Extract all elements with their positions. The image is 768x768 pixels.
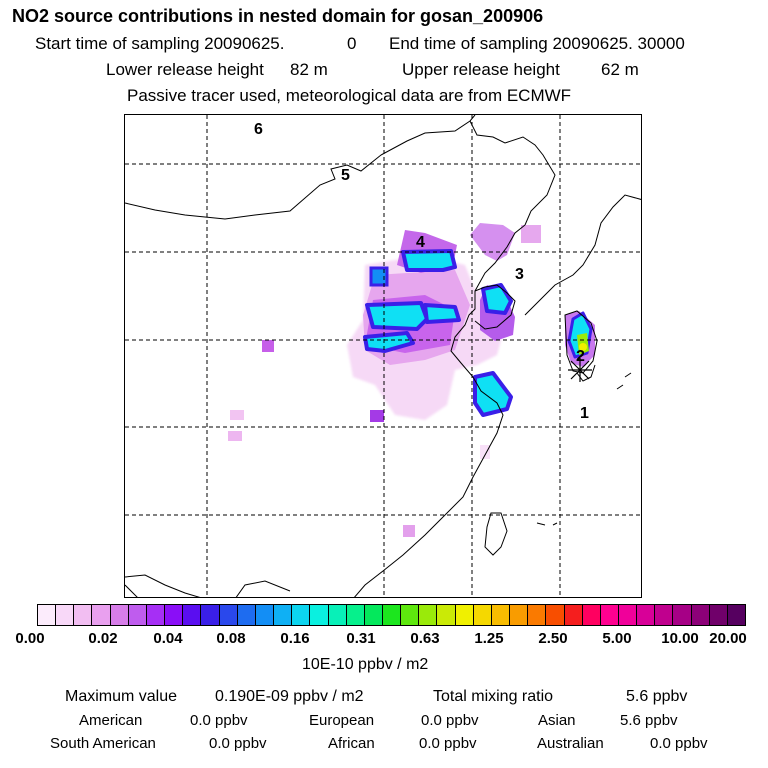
- colorbar-swatch: [491, 605, 511, 625]
- colorbar-tick: 0.63: [410, 630, 440, 647]
- concentration-field: [228, 223, 595, 537]
- colorbar-swatch: [655, 605, 674, 625]
- african-label: African: [328, 735, 375, 752]
- colorbar: [37, 604, 746, 626]
- colorbar-swatch: [74, 605, 93, 625]
- colorbar-swatch: [709, 605, 728, 625]
- colorbar-swatch: [165, 605, 184, 625]
- colorbar-tick: 0.16: [280, 630, 310, 647]
- total-mixing-value: 5.6 ppbv: [626, 688, 688, 705]
- colorbar-swatch: [274, 605, 293, 625]
- colorbar-swatch: [92, 605, 111, 625]
- colorbar-swatch: [600, 605, 619, 625]
- european-value: 0.0 ppbv: [421, 712, 479, 729]
- colorbar-swatch: [473, 605, 492, 625]
- colorbar-swatch: [528, 605, 547, 625]
- map-panel: 1 2 3 4 5 6: [124, 114, 642, 598]
- colorbar-swatch: [219, 605, 238, 625]
- colorbar-swatch: [310, 605, 329, 625]
- colorbar-swatch: [183, 605, 202, 625]
- colorbar-swatch: [437, 605, 456, 625]
- colorbar-swatch: [455, 605, 474, 625]
- region-label-6: 6: [254, 121, 263, 138]
- colorbar-tick: 0.02: [88, 630, 118, 647]
- colorbar-tick: 1.25: [474, 630, 504, 647]
- receptor-asterisk-icon: [568, 358, 592, 382]
- asian-value: 5.6 ppbv: [620, 712, 678, 729]
- region-label-1: 1: [580, 405, 589, 422]
- grid-lines: [125, 115, 641, 597]
- colorbar-swatch: [727, 605, 746, 625]
- colorbar-tick: 10.00: [661, 630, 699, 647]
- colorbar-swatch: [401, 605, 420, 625]
- end-time-label: End time of sampling 20090625. 30000: [389, 34, 685, 53]
- colorbar-swatch: [364, 605, 383, 625]
- colorbar-swatch: [546, 605, 565, 625]
- colorbar-swatch: [237, 605, 256, 625]
- tracer-note: Passive tracer used, meteorological data…: [127, 86, 572, 105]
- colorbar-tick: 20.00: [709, 630, 747, 647]
- australian-value: 0.0 ppbv: [650, 735, 708, 752]
- colorbar-swatch: [255, 605, 275, 625]
- colorbar-swatch: [691, 605, 710, 625]
- max-value: 0.190E-09 ppbv / m2: [215, 688, 364, 705]
- colorbar-swatch: [673, 605, 692, 625]
- colorbar-tick: 0.08: [216, 630, 246, 647]
- start-time-hour: 0: [347, 34, 357, 53]
- colorbar-tick: 0.00: [15, 630, 45, 647]
- colorbar-swatch: [419, 605, 438, 625]
- region-label-2: 2: [576, 348, 585, 365]
- colorbar-swatch: [637, 605, 656, 625]
- colorbar-swatch: [582, 605, 601, 625]
- colorbar-swatch: [128, 605, 147, 625]
- colorbar-swatch: [619, 605, 638, 625]
- map-svg: 1 2 3 4 5 6: [125, 115, 641, 597]
- australian-label: Australian: [537, 735, 604, 752]
- coastlines: [125, 115, 641, 597]
- south-american-label: South American: [50, 735, 156, 752]
- region-label-5: 5: [341, 167, 350, 184]
- colorbar-swatch: [201, 605, 220, 625]
- african-value: 0.0 ppbv: [419, 735, 477, 752]
- colorbar-swatch: [56, 605, 75, 625]
- colorbar-swatch: [510, 605, 529, 625]
- european-label: European: [309, 712, 375, 729]
- lower-height-value: 82 m: [290, 60, 328, 79]
- max-value-label: Maximum value: [65, 688, 178, 705]
- colorbar-tick: 2.50: [538, 630, 568, 647]
- american-value: 0.0 ppbv: [190, 712, 248, 729]
- asian-label: Asian: [538, 712, 576, 729]
- colorbar-tick: 0.31: [346, 630, 376, 647]
- upper-height-value: 62 m: [601, 60, 639, 79]
- colorbar-tick: 5.00: [602, 630, 632, 647]
- start-time-label: Start time of sampling 20090625.: [35, 34, 285, 53]
- colorbar-swatch: [110, 605, 129, 625]
- colorbar-swatch: [38, 605, 57, 625]
- colorbar-tick: 0.04: [153, 630, 183, 647]
- colorbar-swatch: [564, 605, 583, 625]
- region-label-4: 4: [416, 234, 425, 251]
- colorbar-swatch: [146, 605, 166, 625]
- south-american-value: 0.0 ppbv: [209, 735, 267, 752]
- total-mixing-label: Total mixing ratio: [433, 688, 554, 705]
- colorbar-swatch: [346, 605, 365, 625]
- colorbar-swatch: [328, 605, 347, 625]
- region-label-3: 3: [515, 266, 524, 283]
- colorbar-unit: 10E-10 ppbv / m2: [302, 656, 429, 673]
- colorbar-swatch: [382, 605, 402, 625]
- page-title: NO2 source contributions in nested domai…: [12, 6, 544, 26]
- upper-height-label: Upper release height: [402, 60, 560, 79]
- colorbar-swatch: [292, 605, 311, 625]
- lower-height-label: Lower release height: [106, 60, 264, 79]
- american-label: American: [79, 712, 143, 729]
